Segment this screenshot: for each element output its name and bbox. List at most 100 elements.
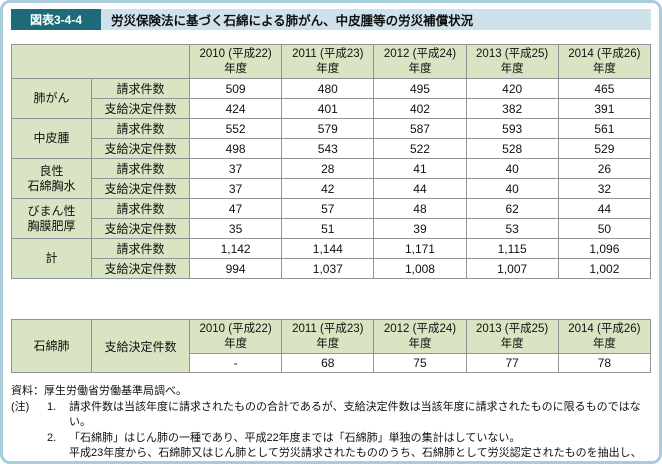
value-cell: 51 [281, 218, 375, 239]
metric-cell: 支給決定件数 [91, 138, 190, 159]
note-item: 1. 請求件数は当該年度に請求されたものの合計であるが、支給決定件数は当該年度に… [47, 400, 651, 430]
value-cell: 37 [188, 178, 283, 199]
value-cell: 420 [465, 78, 559, 99]
metric-cell: 支給決定件数 [91, 98, 190, 119]
year-header: 2014 (平成26) 年度 [557, 319, 652, 354]
note-text: 平成23年度から、石綿肺又はじん肺として労災請求されたもののうち、石綿肺として労… [69, 446, 642, 459]
table-row: 支給決定件数 35 51 39 53 50 [12, 218, 652, 239]
value-cell: 529 [557, 138, 652, 159]
value-cell: 75 [373, 353, 467, 373]
value-cell: 994 [188, 258, 283, 279]
note-number: 1. [47, 401, 57, 414]
table-row: 支給決定件数 994 1,037 1,008 1,007 1,002 [12, 258, 652, 279]
category-cell: 良性 石綿胸水 [11, 158, 92, 199]
category-cell: びまん性 胸膜肥厚 [11, 198, 92, 239]
metric-cell: 請求件数 [91, 158, 190, 179]
table-row: 支給決定件数 498 543 522 528 529 [12, 138, 652, 159]
table-row: 中皮腫 請求件数 552 579 587 593 561 [11, 118, 652, 159]
metric-cell: 請求件数 [91, 78, 190, 99]
value-cell: 28 [281, 158, 375, 179]
value-cell: 587 [373, 118, 467, 139]
category-cell: 中皮腫 [11, 118, 92, 159]
note-text: 請求件数は当該年度に請求されたものの合計であるが、支給決定件数は当該年度に請求さ… [69, 401, 641, 429]
year-header-row: 2010 (平成22) 年度 2011 (平成23) 年度 2012 (平成24… [11, 44, 652, 79]
value-cell: 401 [281, 98, 375, 119]
value-cell: 48 [373, 198, 467, 219]
category-cell: 肺がん [11, 78, 92, 119]
table-row: 良性 石綿胸水 請求件数 37 28 41 40 26 [11, 158, 652, 199]
value-cell: 42 [281, 178, 375, 199]
value-cell: 561 [557, 118, 652, 139]
value-cell: 509 [188, 78, 283, 99]
value-cell: 528 [465, 138, 559, 159]
note-items: 1. 請求件数は当該年度に請求されたものの合計であるが、支給決定件数は当該年度に… [47, 400, 651, 461]
metric-cell: 支給決定件数 [91, 258, 190, 279]
value-cell: 391 [557, 98, 652, 119]
value-cell: 382 [465, 98, 559, 119]
value-cell: 1,007 [465, 258, 559, 279]
value-cell: 593 [465, 118, 559, 139]
value-cell: 35 [188, 218, 283, 239]
asbestosis-header-row: 石綿肺 支給決定件数 2010 (平成22) 年度 2011 (平成23) 年度… [11, 319, 652, 373]
value-cell: 1,171 [373, 238, 467, 259]
value-cell: 424 [188, 98, 283, 119]
asbestosis-table: 石綿肺 支給決定件数 2010 (平成22) 年度 2011 (平成23) 年度… [11, 319, 652, 373]
value-cell: 1,037 [281, 258, 375, 279]
year-header: 2013 (平成25) 年度 [465, 319, 559, 354]
value-cell: 77 [465, 353, 559, 373]
table-row: びまん性 胸膜肥厚 請求件数 47 57 48 62 44 [11, 198, 652, 239]
year-header: 2011 (平成23) 年度 [281, 44, 375, 79]
metric-cell: 支給決定件数 [91, 319, 190, 373]
value-cell: 552 [188, 118, 283, 139]
metric-cell: 請求件数 [91, 118, 190, 139]
year-header: 2010 (平成22) 年度 [188, 44, 283, 79]
value-cell: 68 [281, 353, 375, 373]
value-cell: 498 [188, 138, 283, 159]
year-header: 2010 (平成22) 年度 [188, 319, 283, 354]
year-header: 2014 (平成26) 年度 [557, 44, 652, 79]
value-cell: 522 [373, 138, 467, 159]
note-item: 平成23年度から、石綿肺又はじん肺として労災請求されたもののうち、石綿肺として労… [47, 446, 651, 461]
figure-header: 図表3-4-4 労災保険法に基づく石綿による肺がん、中皮腫等の労災補償状況 [11, 9, 651, 30]
table-row: 肺がん 請求件数 509 480 495 420 465 [11, 78, 652, 119]
value-cell: 1,115 [465, 238, 559, 259]
metric-cell: 支給決定件数 [91, 178, 190, 199]
value-cell: 26 [557, 158, 652, 179]
figure-label: 図表3-4-4 [11, 9, 101, 30]
note-row: (注) 1. 請求件数は当該年度に請求されたものの合計であるが、支給決定件数は当… [11, 400, 651, 461]
value-cell: 543 [281, 138, 375, 159]
value-cell: 495 [373, 78, 467, 99]
value-cell: 32 [557, 178, 652, 199]
value-cell: 41 [373, 158, 467, 179]
corner-cell [11, 44, 190, 79]
value-cell: 78 [557, 353, 652, 373]
value-cell: 1,142 [188, 238, 283, 259]
year-header: 2012 (平成24) 年度 [373, 319, 467, 354]
year-header: 2011 (平成23) 年度 [281, 319, 375, 354]
value-cell: 53 [465, 218, 559, 239]
figure-title: 労災保険法に基づく石綿による肺がん、中皮腫等の労災補償状況 [101, 9, 651, 30]
value-cell: - [188, 353, 283, 373]
note-number: 2. [47, 431, 57, 444]
value-cell: 44 [373, 178, 467, 199]
note-label: (注) [11, 401, 30, 414]
value-cell: 1,144 [281, 238, 375, 259]
metric-cell: 支給決定件数 [91, 218, 190, 239]
value-cell: 47 [188, 198, 283, 219]
value-cell: 57 [281, 198, 375, 219]
year-header: 2012 (平成24) 年度 [373, 44, 467, 79]
note-text: 「石綿肺」はじん肺の一種であり、平成22年度までは「石綿肺」単独の集計はしていな… [69, 431, 521, 444]
value-cell: 40 [465, 158, 559, 179]
value-cell: 402 [373, 98, 467, 119]
value-cell: 39 [373, 218, 467, 239]
note-item: 2. 「石綿肺」はじん肺の一種であり、平成22年度までは「石綿肺」単独の集計はし… [47, 431, 651, 446]
metric-cell: 請求件数 [91, 198, 190, 219]
source-note: 資料：厚生労働省労働基準局調べ。 [11, 385, 187, 397]
value-cell: 1,008 [373, 258, 467, 279]
value-cell: 44 [557, 198, 652, 219]
note-number [47, 446, 69, 461]
main-table: 2010 (平成22) 年度 2011 (平成23) 年度 2012 (平成24… [11, 44, 652, 279]
year-header: 2013 (平成25) 年度 [465, 44, 559, 79]
value-cell: 480 [281, 78, 375, 99]
